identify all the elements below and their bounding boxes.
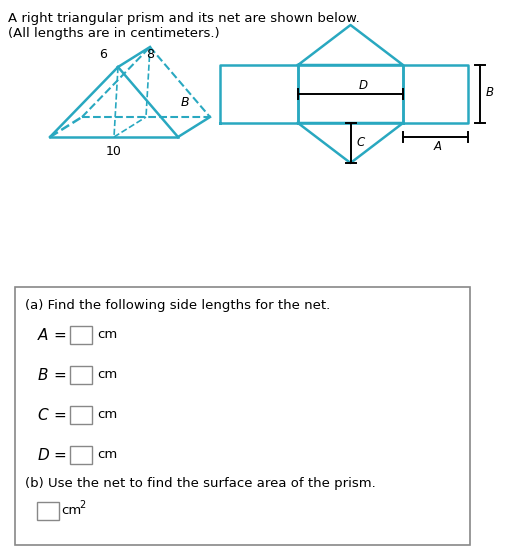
Text: $\mathit{B}$: $\mathit{B}$: [37, 367, 49, 383]
Text: cm: cm: [97, 369, 117, 381]
Text: 10: 10: [106, 145, 122, 158]
Text: cm: cm: [61, 503, 81, 517]
FancyBboxPatch shape: [70, 366, 92, 384]
Text: cm: cm: [97, 408, 117, 421]
Text: =: =: [53, 407, 66, 422]
Text: $\mathit{C}$: $\mathit{C}$: [37, 407, 50, 423]
Text: $\mathit{D}$: $\mathit{D}$: [37, 447, 50, 463]
FancyBboxPatch shape: [37, 502, 59, 520]
Text: C: C: [357, 137, 365, 149]
Text: 8: 8: [146, 48, 154, 61]
Text: cm: cm: [97, 448, 117, 462]
Text: =: =: [53, 327, 66, 342]
Text: (b) Use the net to find the surface area of the prism.: (b) Use the net to find the surface area…: [25, 477, 376, 490]
Text: A right triangular prism and its net are shown below.: A right triangular prism and its net are…: [8, 12, 360, 25]
Text: (All lengths are in centimeters.): (All lengths are in centimeters.): [8, 27, 220, 40]
FancyBboxPatch shape: [70, 446, 92, 464]
FancyBboxPatch shape: [70, 406, 92, 424]
Text: =: =: [53, 447, 66, 462]
FancyBboxPatch shape: [70, 326, 92, 344]
Text: cm: cm: [97, 329, 117, 341]
Text: A: A: [433, 140, 442, 153]
FancyBboxPatch shape: [15, 287, 470, 545]
Text: B: B: [181, 97, 189, 109]
Text: 2: 2: [79, 500, 85, 510]
Text: 6: 6: [99, 48, 107, 61]
Text: $\mathit{A}$: $\mathit{A}$: [37, 327, 49, 343]
Text: (a) Find the following side lengths for the net.: (a) Find the following side lengths for …: [25, 299, 330, 312]
Text: D: D: [359, 79, 367, 92]
Text: =: =: [53, 367, 66, 382]
Text: B: B: [486, 85, 494, 98]
